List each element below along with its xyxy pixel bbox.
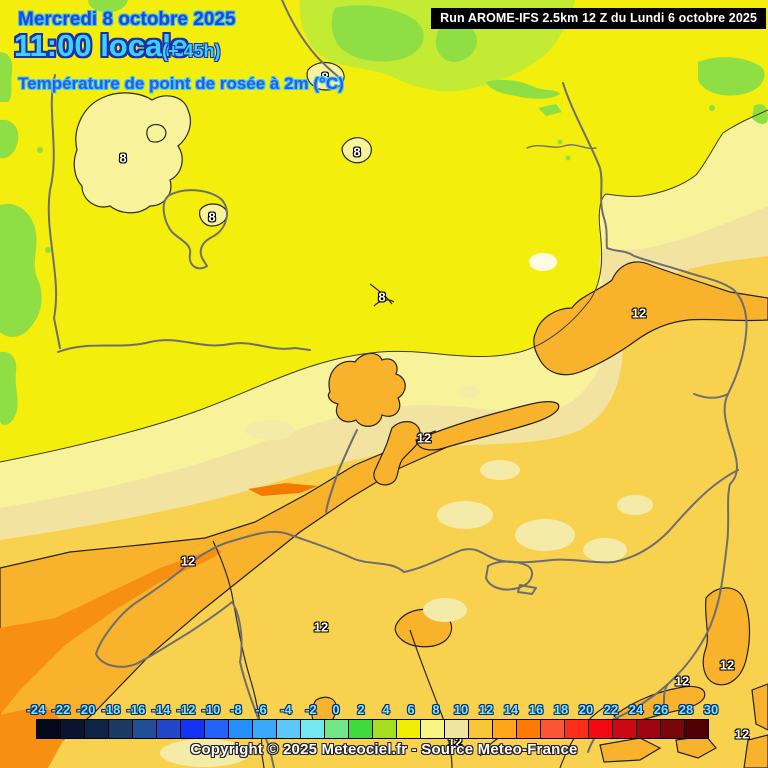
colorbar-box — [420, 719, 445, 739]
map-date: Mercredi 8 octobre 2025 — [18, 9, 236, 30]
copyright-text: Copyright © 2025 Meteociel.fr - Source M… — [190, 741, 578, 758]
contour-label: 12 — [180, 553, 196, 569]
colorbar-label: 16 — [528, 702, 544, 717]
colorbar-label: -2 — [305, 702, 317, 717]
contour-label: 8 — [378, 289, 386, 305]
contour-label: 8 — [119, 150, 127, 166]
colorbar-box — [588, 719, 613, 739]
colorbar-box — [156, 719, 181, 739]
map-coastlines — [47, 0, 748, 768]
colorbar-label: -12 — [176, 702, 196, 717]
temperature-color-scale: -24 -22 -20 -18 -16 -14 -12 -10 -8 -6 -4 -2 0 2 4 6 8 10 1… — [27, 702, 740, 742]
colorbar-box — [660, 719, 685, 739]
colorbar-label: 10 — [453, 702, 469, 717]
colorbar-box — [132, 719, 157, 739]
model-run-info: Run AROME-IFS 2.5km 12 Z du Lundi 6 octo… — [431, 8, 766, 29]
colorbar-box — [540, 719, 565, 739]
colorbar-box — [108, 719, 133, 739]
colorbar-label: -10 — [201, 702, 221, 717]
colorbar-label: -8 — [230, 702, 242, 717]
colorbar-box — [228, 719, 253, 739]
contour-label: 8 — [321, 69, 329, 85]
contour-label: 12 — [674, 673, 690, 689]
colorbar-label: -6 — [255, 702, 267, 717]
contour-label: 12 — [313, 619, 329, 635]
colorbar-box — [300, 719, 325, 739]
colorbar-box — [564, 719, 589, 739]
colorbar-box — [204, 719, 229, 739]
colorbar-label: 8 — [432, 702, 440, 717]
colorbar-label: 18 — [553, 702, 569, 717]
colorbar-label: 26 — [653, 702, 669, 717]
colorbar-box — [276, 719, 301, 739]
color-scale-boxes — [36, 719, 709, 739]
map-pale-patches — [160, 253, 653, 767]
contour-label: 8 — [208, 209, 216, 225]
map-forecast-offset: (+ 45h) — [162, 41, 221, 61]
contour-label: 8 — [353, 144, 361, 160]
colorbar-label: 12 — [478, 702, 494, 717]
colorbar-label: 2 — [357, 702, 365, 717]
colorbar-label: 30 — [703, 702, 719, 717]
colorbar-box — [612, 719, 637, 739]
colorbar-label: 24 — [628, 702, 644, 717]
colorbar-box — [468, 719, 493, 739]
colorbar-label: -22 — [51, 702, 71, 717]
map-band-12-14 — [0, 261, 768, 768]
contour-label: 12 — [416, 430, 432, 446]
colorbar-box — [252, 719, 277, 739]
colorbar-box — [324, 719, 349, 739]
contour-label: 12 — [734, 726, 750, 742]
colorbar-label: 6 — [407, 702, 415, 717]
colorbar-box — [516, 719, 541, 739]
colorbar-box — [60, 719, 85, 739]
contour-label: 12 — [631, 305, 647, 321]
colorbar-box — [492, 719, 517, 739]
colorbar-box — [180, 719, 205, 739]
colorbar-label: -16 — [126, 702, 146, 717]
colorbar-box — [684, 719, 709, 739]
colorbar-label: -20 — [76, 702, 96, 717]
colorbar-box — [348, 719, 373, 739]
colorbar-box — [84, 719, 109, 739]
colorbar-box — [636, 719, 661, 739]
colorbar-label: 14 — [503, 702, 519, 717]
map-parameter-title: Température de point de rosée à 2m (°C) — [18, 74, 344, 93]
colorbar-label: 20 — [578, 702, 594, 717]
colorbar-box — [444, 719, 469, 739]
colorbar-label: 4 — [382, 702, 390, 717]
colorbar-label: 0 — [332, 702, 340, 717]
colorbar-box — [36, 719, 61, 739]
colorbar-label: -14 — [151, 702, 171, 717]
map-time: 11:00 locale — [14, 28, 189, 63]
contour-label: 12 — [719, 657, 735, 673]
colorbar-box — [396, 719, 421, 739]
map-band-10-12 — [0, 256, 768, 768]
colorbar-label: -4 — [280, 702, 292, 717]
colorbar-label: 22 — [603, 702, 619, 717]
colorbar-box — [372, 719, 397, 739]
colorbar-label: -18 — [101, 702, 121, 717]
colorbar-label: -24 — [26, 702, 46, 717]
colorbar-label: 28 — [678, 702, 694, 717]
